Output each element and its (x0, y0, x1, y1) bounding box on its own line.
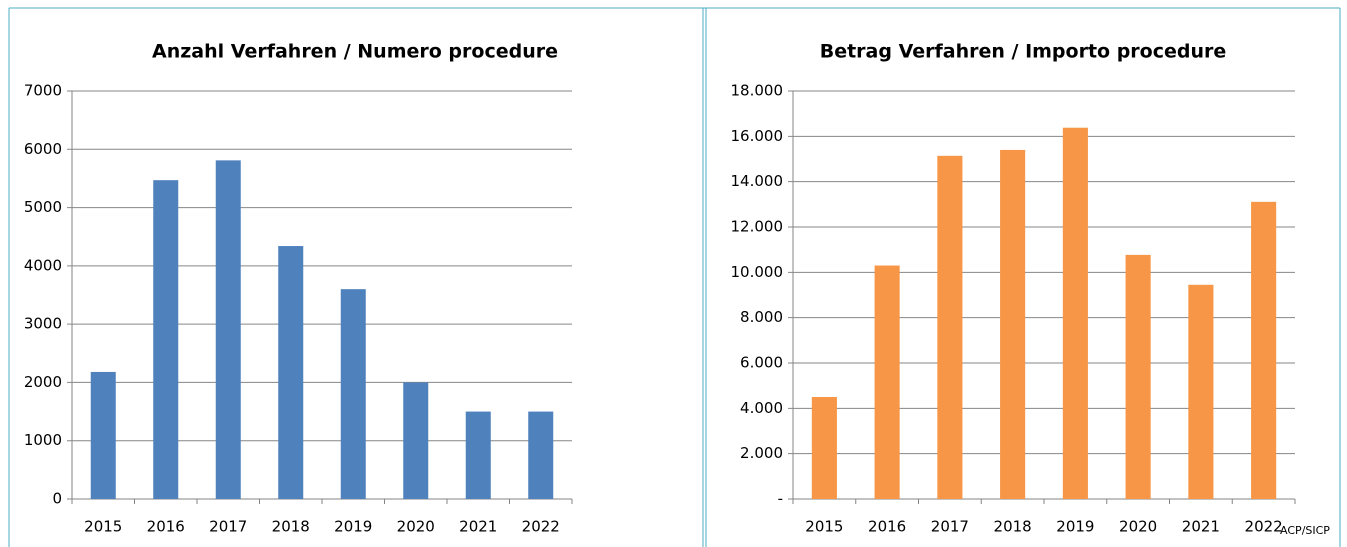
bar (1125, 254, 1151, 499)
x-tick-label: 2017 (931, 518, 969, 536)
y-tick-label: 5000 (24, 198, 62, 216)
x-tick-label: 2022 (1245, 518, 1283, 536)
bar (528, 411, 554, 499)
y-tick-label: 6.000 (740, 354, 783, 372)
y-tick-label: 12.000 (731, 218, 784, 236)
bar (153, 180, 179, 500)
y-tick-label: 0 (52, 490, 62, 508)
y-tick-label: 16.000 (731, 127, 784, 145)
bar (1000, 149, 1026, 499)
bar (1188, 284, 1214, 499)
x-tick-label: 2021 (459, 518, 497, 536)
bar (340, 289, 366, 499)
x-tick-label: 2020 (1119, 518, 1157, 536)
x-tick-label: 2016 (147, 518, 185, 536)
y-tick-label: 4.000 (740, 399, 783, 417)
y-tick-label: 3000 (24, 315, 62, 333)
y-tick-label: 7000 (24, 82, 62, 100)
y-tick-label: 2000 (24, 373, 62, 391)
y-tick-label: 18.000 (731, 82, 784, 100)
y-tick-label: 10.000 (731, 263, 784, 281)
bar (403, 382, 429, 499)
bar (278, 246, 304, 499)
x-tick-label: 2015 (84, 518, 122, 536)
bar (1062, 127, 1088, 499)
x-tick-label: 2018 (272, 518, 310, 536)
chart-title: Anzahl Verfahren / Numero procedure (152, 41, 558, 63)
x-tick-label: 2019 (1056, 518, 1094, 536)
bar (874, 265, 900, 499)
bar (937, 155, 963, 499)
y-tick-label: 2.000 (740, 444, 783, 462)
bar (90, 371, 116, 499)
x-tick-label: 2016 (868, 518, 906, 536)
x-tick-label: 2018 (994, 518, 1032, 536)
x-tick-label: 2020 (397, 518, 435, 536)
y-tick-label: 14.000 (731, 172, 784, 190)
bar (465, 411, 491, 499)
y-tick-label: - (778, 490, 783, 508)
chart-title: Betrag Verfahren / Importo procedure (820, 41, 1227, 63)
y-tick-label: 1000 (24, 431, 62, 449)
y-tick-label: 6000 (24, 140, 62, 158)
source-note: ACP/SICP (1280, 524, 1330, 537)
x-tick-label: 2017 (209, 518, 247, 536)
x-tick-label: 2019 (334, 518, 372, 536)
x-tick-label: 2022 (522, 518, 560, 536)
bar (811, 397, 837, 499)
y-tick-label: 4000 (24, 256, 62, 274)
x-tick-label: 2015 (805, 518, 843, 536)
y-tick-label: 8.000 (740, 308, 783, 326)
bar (1251, 201, 1277, 499)
bar (215, 160, 241, 500)
x-tick-label: 2021 (1182, 518, 1220, 536)
